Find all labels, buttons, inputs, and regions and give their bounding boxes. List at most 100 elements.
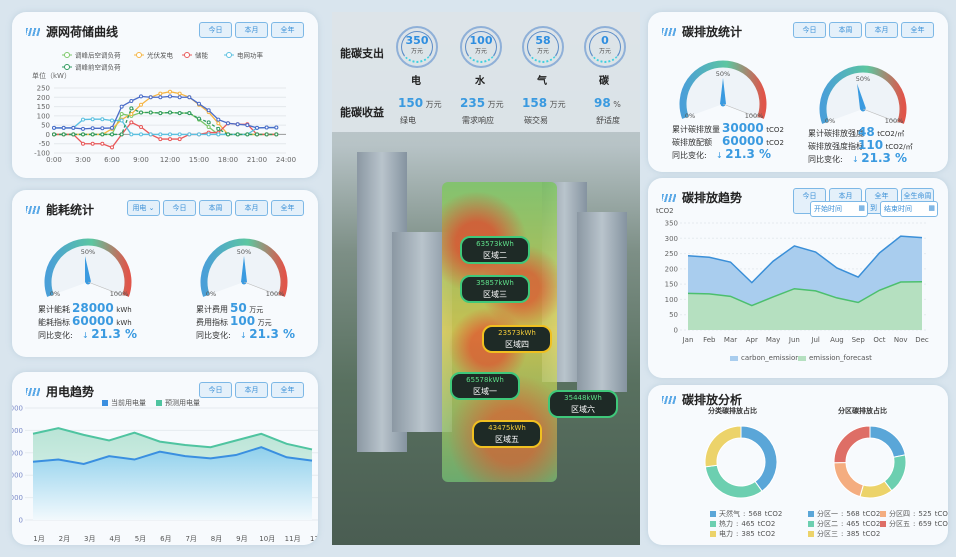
zone-marker[interactable]: 35857kWh 区域三	[460, 275, 530, 303]
week-button[interactable]: 本周	[199, 200, 232, 216]
pie-slice[interactable]	[704, 464, 763, 499]
legend-label[interactable]: 光伏发电	[147, 51, 174, 60]
expense-ring[interactable]: 100 万元	[460, 26, 502, 68]
legend-item[interactable]: carbon_emission	[730, 354, 800, 362]
data-point	[216, 117, 221, 122]
panel-title: 源网荷储曲线	[46, 25, 119, 39]
legend-swatch	[710, 531, 716, 537]
y-tick-label: 100	[665, 296, 678, 304]
gauge-row: 碳排放强度指标	[808, 142, 864, 151]
pie-slice[interactable]	[869, 425, 906, 458]
income-name: 舒适度	[596, 116, 620, 125]
expense-ring[interactable]: 0 万元	[584, 26, 626, 68]
x-tick-label: Apr	[746, 336, 758, 344]
month-button[interactable]: 本月	[235, 22, 268, 38]
pie-slice[interactable]	[859, 480, 893, 499]
data-point	[216, 126, 221, 131]
pie-legend-item[interactable]: 分区三:385 tCO2	[808, 529, 880, 539]
pie-legend-item[interactable]: 电力:385 tCO2	[710, 529, 775, 539]
income-value: 235 万元	[460, 96, 504, 110]
panel-title: 碳排放趋势	[682, 191, 743, 205]
data-point	[52, 132, 56, 137]
zone-marker[interactable]: 63573kWh 区域二	[460, 236, 530, 264]
data-point	[187, 111, 192, 116]
x-tick-label: Dec	[915, 336, 929, 344]
pie-title: 分区碳排放占比	[838, 407, 887, 415]
year-button[interactable]: 全年	[901, 22, 934, 38]
x-tick-label: 15:00	[189, 156, 209, 164]
legend-label[interactable]: 调峰后空调负荷	[75, 51, 121, 60]
data-point	[110, 132, 114, 137]
pie-legend-item[interactable]: 分区一:568 tCO2	[808, 509, 880, 519]
data-point	[235, 122, 240, 127]
expense-ring[interactable]: 350 万元	[396, 26, 438, 68]
pie-slice[interactable]	[704, 425, 742, 468]
data-point	[187, 132, 192, 137]
y-tick-label: 150	[37, 103, 50, 111]
end-date-input[interactable]: 结束时间 ▦	[880, 201, 938, 217]
legend-marker	[184, 52, 190, 58]
legend-swatch	[808, 531, 814, 537]
month-button[interactable]: 本月	[235, 200, 268, 216]
pie-legend-item[interactable]: 分区五:659tCO2	[880, 519, 948, 529]
year-button[interactable]: 全年	[271, 200, 304, 216]
data-point	[71, 132, 76, 137]
legend-item[interactable]: emission_forecast	[798, 354, 872, 362]
y-tick-label: 0	[46, 131, 50, 139]
data-point	[158, 132, 163, 137]
month-button[interactable]: 本月	[235, 382, 268, 398]
data-point	[274, 132, 279, 137]
zone-marker[interactable]: 23573kWh 区域四	[482, 325, 552, 353]
start-date-input[interactable]: 开始时间 ▦	[810, 201, 868, 217]
week-button[interactable]: 本周	[829, 22, 862, 38]
gauge-tick-label: 0%	[206, 290, 216, 298]
data-point	[177, 137, 182, 142]
title-bars-icon	[662, 27, 676, 36]
legend-label[interactable]: 调峰前空调负荷	[75, 63, 121, 72]
pie-slice[interactable]	[833, 461, 864, 498]
data-point	[110, 118, 114, 123]
legend-item[interactable]: 预测用电量	[156, 398, 200, 408]
pie-legend-item[interactable]: 分区二:465 tCO2	[808, 519, 880, 529]
legend-item[interactable]: 当前用电量	[102, 398, 146, 408]
today-button[interactable]: 今日	[793, 22, 826, 38]
legend-label[interactable]: 电网功率	[237, 51, 264, 60]
y-tick-label: -100	[34, 150, 50, 158]
today-button[interactable]: 今日	[199, 22, 232, 38]
expense-ring[interactable]: 58 万元	[522, 26, 564, 68]
today-button[interactable]: 今日	[199, 382, 232, 398]
year-button[interactable]: 全年	[271, 382, 304, 398]
pie-legend-item[interactable]: 热力:465 tCO2	[710, 519, 775, 529]
gauge-row: 累计能耗	[38, 305, 70, 314]
gauge-baseline	[243, 281, 280, 296]
carbon-trend-chart: 350 300 250 200 150 100 50 0 Jan Feb Mar Apr May Jun J…	[665, 220, 929, 345]
data-point	[245, 123, 250, 128]
zone-marker[interactable]: 43475kWh 区域五	[472, 420, 542, 448]
data-point	[187, 95, 192, 100]
pie-slice[interactable]	[740, 425, 778, 492]
today-button[interactable]: 今日	[163, 200, 196, 216]
year-button[interactable]: 全年	[271, 22, 304, 38]
energy-type-select[interactable]: 用电 ⌄	[127, 200, 160, 216]
y-tick-label: 300	[665, 235, 678, 243]
y-tick-label: 0	[674, 327, 678, 335]
arrow-down-icon: ↓	[852, 155, 859, 164]
arrow-down-icon: ↓	[82, 331, 89, 340]
pie-legend-item[interactable]: 天然气:568 tCO2	[710, 509, 782, 519]
pie-legend-item[interactable]: 分区四:525tCO2	[880, 509, 948, 519]
legend-swatch	[880, 511, 886, 517]
legend-swatch	[808, 511, 814, 517]
gauge-row: 碳排放配额	[672, 138, 712, 147]
series-line	[687, 235, 923, 284]
expense-name: 气	[537, 76, 547, 87]
x-tick-label: Oct	[873, 336, 885, 344]
legend-label[interactable]: 储能	[195, 51, 209, 60]
pie-slice[interactable]	[833, 425, 871, 464]
gauge-tick-label: 50%	[81, 248, 95, 256]
gauge-needle	[720, 78, 726, 104]
zone-marker[interactable]: 35448kWh 区域六	[548, 390, 618, 418]
zone-marker[interactable]: 65578kWh 区域一	[450, 372, 520, 400]
income-value: 98 %	[594, 96, 621, 110]
month-button[interactable]: 本月	[865, 22, 898, 38]
expense-label: 能碳支出	[340, 47, 384, 60]
